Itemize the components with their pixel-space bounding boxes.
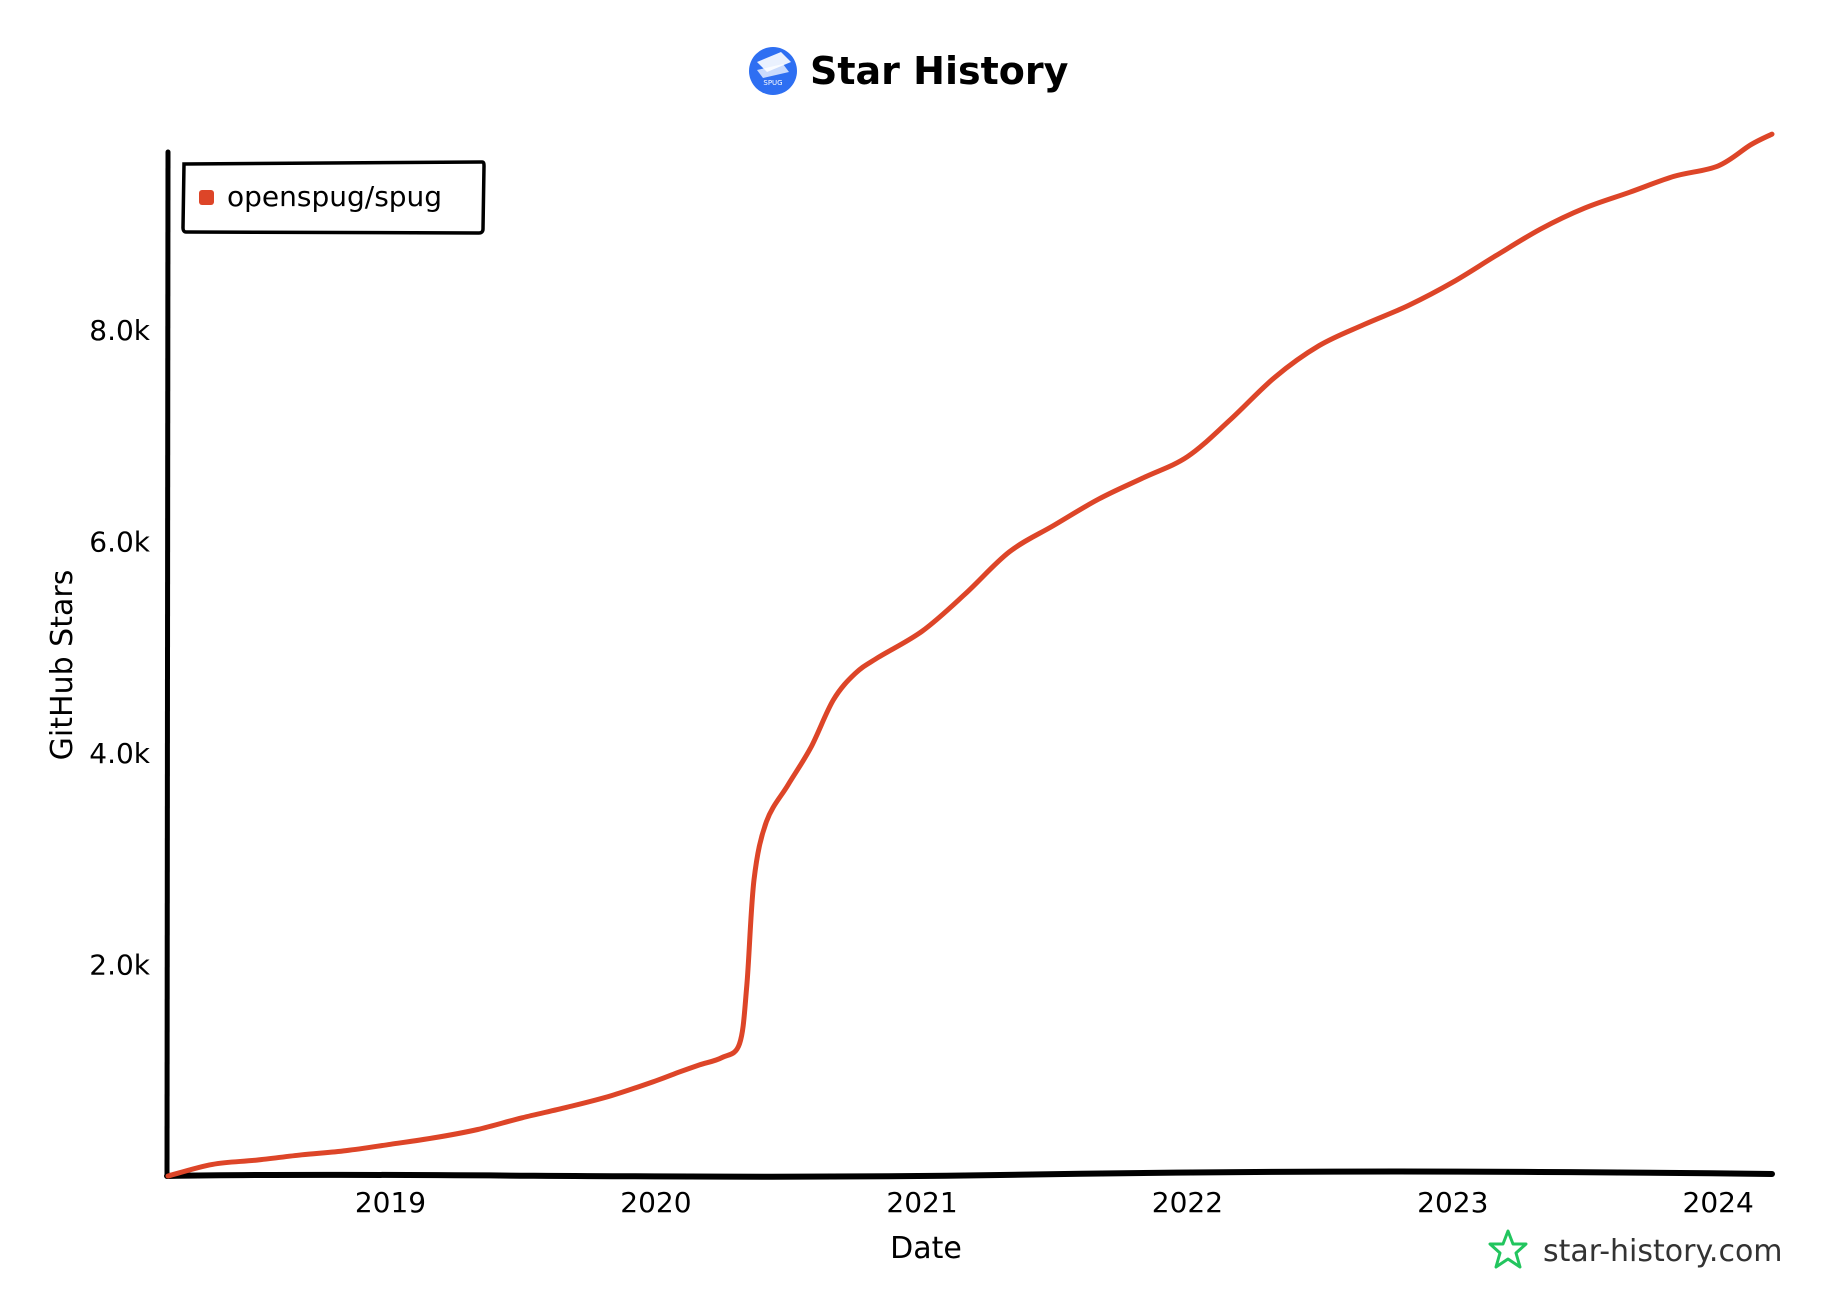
x-tick-label: 2024 [1683,1186,1754,1219]
legend-swatch [199,190,214,205]
x-tick-label: 2023 [1417,1186,1488,1219]
x-tick-label: 2022 [1152,1186,1223,1219]
x-axis-line [164,1168,1775,1180]
y-tick-label: 2.0k [89,948,151,981]
series-line [165,131,1775,1179]
series-layer [165,131,1775,1179]
y-tick-label: 8.0k [89,314,151,347]
x-tick-label: 2021 [886,1186,957,1219]
y-tick-label: 6.0k [89,525,151,558]
axes [164,149,1775,1180]
star-icon [1488,1229,1528,1269]
x-axis-label: Date [890,1231,962,1266]
spug-logo-icon: SPUG [749,47,797,95]
chart-title: Star History [810,49,1069,93]
y-axis-line [164,149,171,1179]
legend-box [181,160,486,235]
watermark-text: star-history.com [1543,1234,1783,1269]
watermark: star-history.com [1488,1229,1783,1269]
logo-text: SPUG [763,79,782,87]
title-group: SPUG Star History [749,47,1069,95]
y-axis-label: GitHub Stars [45,570,80,761]
y-tick-labels: 2.0k 4.0k 6.0k 8.0k [89,314,151,982]
x-tick-labels: 2019 2020 2021 2022 2023 2024 [355,1186,1754,1219]
x-tick-label: 2020 [620,1186,691,1219]
legend-label: openspug/spug [227,180,442,213]
y-tick-label: 4.0k [89,737,151,770]
x-tick-label: 2019 [355,1186,426,1219]
legend: openspug/spug [181,160,486,235]
